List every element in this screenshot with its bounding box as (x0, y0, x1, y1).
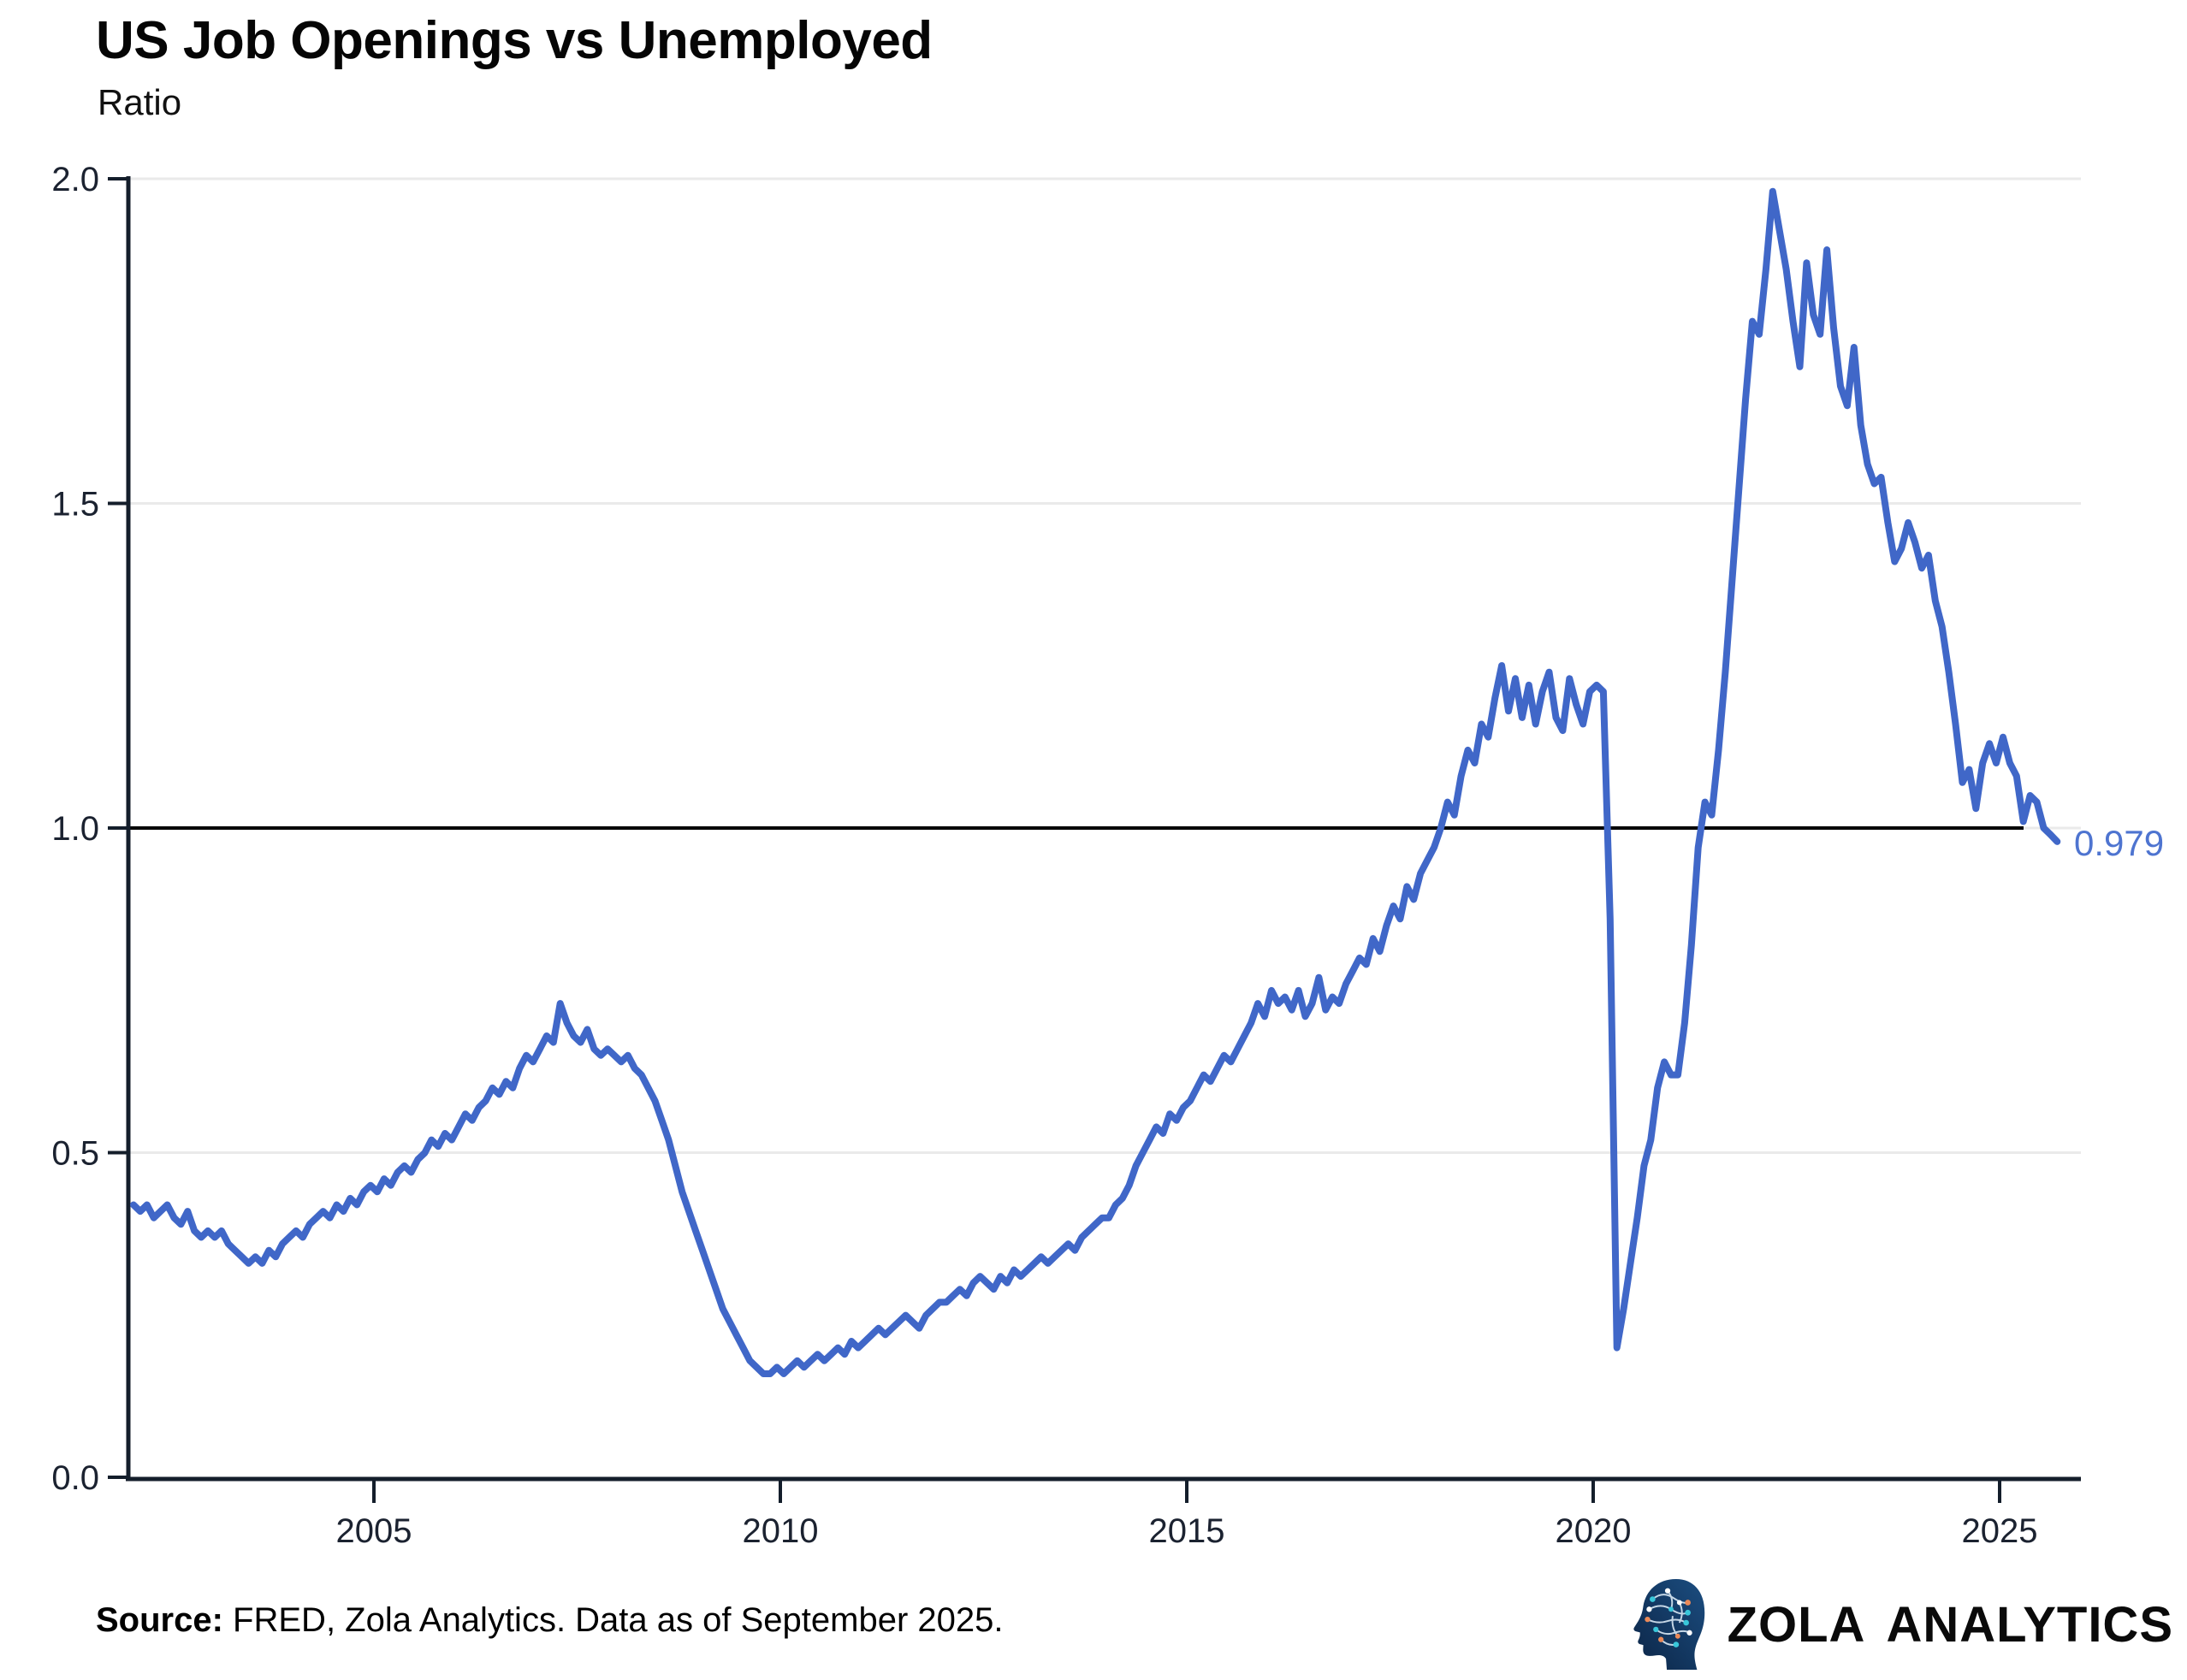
y-axis-tick-label: 0.5 (51, 1135, 99, 1173)
x-axis-tick-label: 2020 (1556, 1512, 1632, 1550)
y-axis-title: Ratio (98, 82, 182, 122)
brand-logo: ZOLA ANALYTICS (1627, 1577, 2173, 1671)
x-axis-tick-label: 2025 (1962, 1512, 2038, 1550)
y-axis-tick-label: 1.5 (51, 486, 99, 524)
x-axis-tick-label: 2010 (743, 1512, 819, 1550)
last-value-label: 0.979 (2074, 823, 2164, 863)
x-axis-tick-label: 2005 (336, 1512, 412, 1550)
source-text: FRED, Zola Analytics. Data as of Septemb… (222, 1601, 1004, 1639)
x-axis-tick-label: 2015 (1149, 1512, 1225, 1550)
y-axis-tick-label: 1.0 (51, 810, 99, 848)
chart-title: US Job Openings vs Unemployed (96, 11, 933, 70)
x-axis-labels: 2005 2010 2015 2020 2025 (336, 1512, 2038, 1550)
gridlines (130, 177, 2081, 1154)
source-label: Source: (96, 1601, 223, 1639)
axes (108, 176, 2081, 1503)
y-axis-tick-label: 0.0 (51, 1459, 99, 1497)
ratio-line-series (130, 187, 2061, 1377)
y-axis-tick-label: 2.0 (51, 161, 99, 198)
y-axis-labels: 2.0 1.5 1.0 0.5 0.0 (51, 161, 99, 1497)
brand-name: ZOLA ANALYTICS (1728, 1596, 2173, 1653)
brand-word-analytics: ANALYTICS (1886, 1596, 2173, 1653)
source-note: Source: FRED, Zola Analytics. Data as of… (96, 1601, 1003, 1640)
brand-word-zola: ZOLA (1727, 1596, 1866, 1653)
zola-head-logo-icon (1633, 1578, 1704, 1671)
